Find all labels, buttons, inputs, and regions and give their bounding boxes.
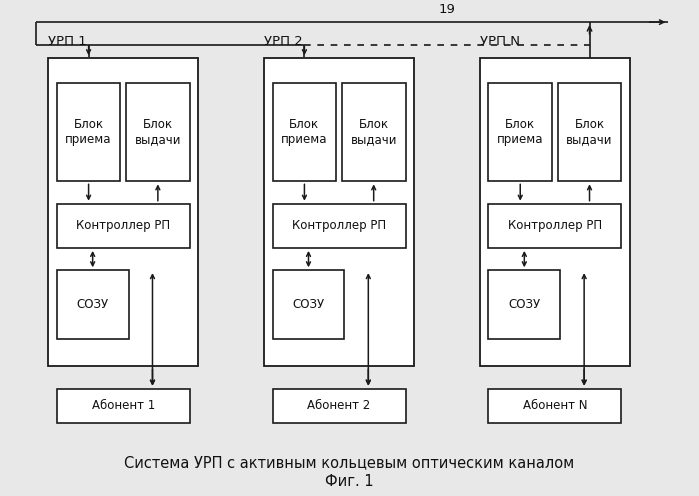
Text: Абонент 2: Абонент 2 (308, 399, 370, 412)
Bar (57, 204, 189, 248)
Text: Блок
приема: Блок приема (65, 118, 112, 146)
Text: СОЗУ: СОЗУ (292, 298, 324, 311)
Text: Контроллер РП: Контроллер РП (292, 219, 386, 232)
Text: Контроллер РП: Контроллер РП (507, 219, 602, 232)
Bar (264, 58, 414, 367)
Bar (489, 388, 621, 423)
Text: 19: 19 (438, 3, 456, 16)
Bar (342, 83, 405, 182)
Bar (273, 83, 336, 182)
Text: Абонент 1: Абонент 1 (92, 399, 155, 412)
Text: УРП 2: УРП 2 (264, 35, 303, 48)
Bar (273, 204, 405, 248)
Bar (489, 83, 552, 182)
Bar (489, 204, 621, 248)
Text: Абонент N: Абонент N (523, 399, 587, 412)
Text: СОЗУ: СОЗУ (508, 298, 540, 311)
Text: Блок
выдачи: Блок выдачи (350, 118, 397, 146)
Text: УРП N: УРП N (480, 35, 520, 48)
Bar (57, 83, 120, 182)
Text: Блок
выдачи: Блок выдачи (566, 118, 613, 146)
Text: Фиг. 1: Фиг. 1 (325, 474, 374, 489)
Bar (273, 270, 345, 339)
Bar (126, 83, 189, 182)
Bar (489, 270, 560, 339)
Text: Блок
приема: Блок приема (281, 118, 328, 146)
Bar (57, 270, 129, 339)
Text: Система УРП с активным кольцевым оптическим каналом: Система УРП с активным кольцевым оптичес… (124, 455, 575, 470)
Text: СОЗУ: СОЗУ (77, 298, 109, 311)
Text: Контроллер РП: Контроллер РП (76, 219, 171, 232)
Text: Блок
выдачи: Блок выдачи (135, 118, 181, 146)
Bar (273, 388, 405, 423)
Bar (57, 388, 189, 423)
Bar (48, 58, 198, 367)
Text: УРП 1: УРП 1 (48, 35, 87, 48)
Text: Блок
приема: Блок приема (497, 118, 544, 146)
Bar (558, 83, 621, 182)
Bar (480, 58, 630, 367)
